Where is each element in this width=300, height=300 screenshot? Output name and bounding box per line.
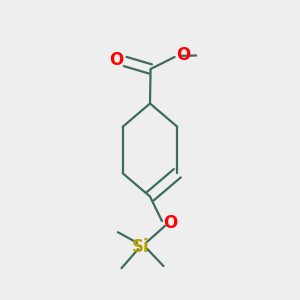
Text: O: O [109,51,123,69]
Text: O: O [163,214,178,232]
Text: O: O [176,46,191,64]
Text: Si: Si [132,238,150,256]
